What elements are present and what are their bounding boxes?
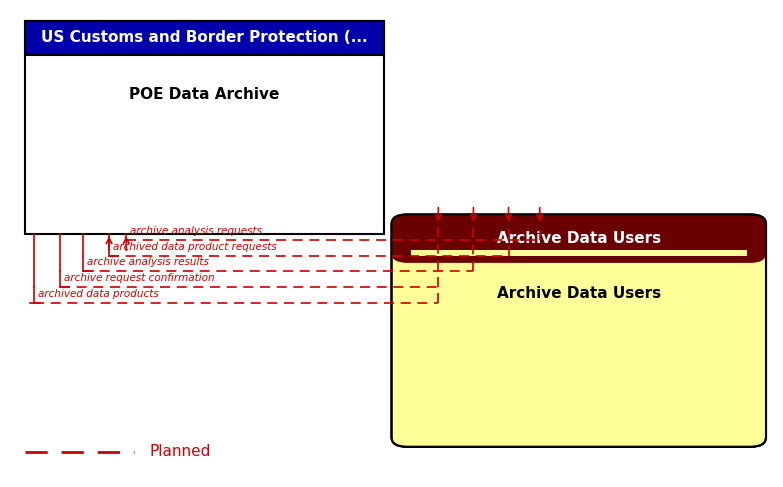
Text: archive request confirmation: archive request confirmation [63,273,215,283]
Text: Archive Data Users: Archive Data Users [496,286,661,301]
Text: Archive Data Users: Archive Data Users [496,231,661,246]
Text: Planned: Planned [150,444,211,459]
Bar [411,239,746,253]
FancyBboxPatch shape [392,214,766,263]
Text: archive analysis requests: archive analysis requests [130,226,262,236]
FancyBboxPatch shape [392,214,766,447]
Text: POE Data Archive: POE Data Archive [129,87,280,102]
Bar [411,250,746,256]
Text: archived data product requests: archived data product requests [113,242,276,252]
Text: US Customs and Border Protection (...: US Customs and Border Protection (... [41,30,367,45]
Bar [25,21,384,234]
Text: archive analysis results: archive analysis results [87,257,209,267]
Text: archived data products: archived data products [38,289,159,299]
Bar [25,21,384,55]
